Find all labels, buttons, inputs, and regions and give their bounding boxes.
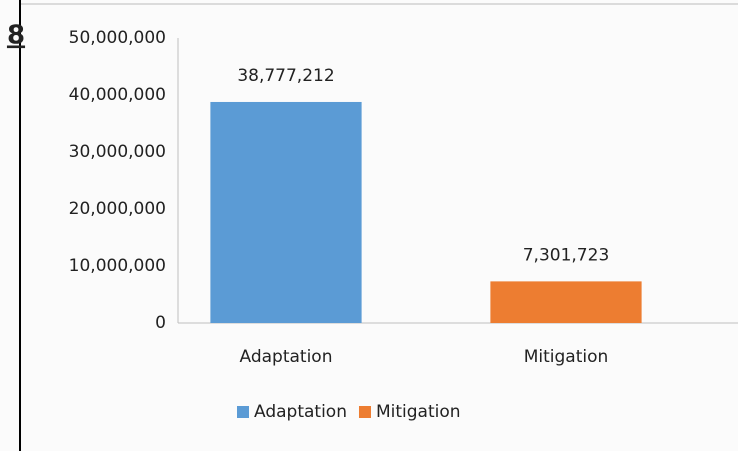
page-number: 8 [7, 21, 25, 51]
legend-label: Mitigation [376, 402, 461, 422]
legend-label: Adaptation [254, 402, 347, 422]
y-tick-label: 30,000,000 [69, 142, 166, 162]
data-label: 7,301,723 [523, 245, 610, 265]
legend-swatch [358, 406, 371, 418]
y-tick-label: 20,000,000 [69, 199, 166, 219]
legend-swatch [237, 406, 249, 418]
y-tick-label: 50,000,000 [69, 28, 166, 48]
bar [490, 281, 642, 323]
data-label: 38,777,212 [237, 66, 334, 86]
y-tick-label: 0 [155, 313, 166, 333]
x-tick-label: Mitigation [524, 347, 609, 367]
y-tick-label: 10,000,000 [69, 256, 166, 276]
x-tick-label: Adaptation [240, 347, 333, 367]
bar [210, 101, 362, 323]
y-tick-label: 40,000,000 [69, 85, 166, 105]
